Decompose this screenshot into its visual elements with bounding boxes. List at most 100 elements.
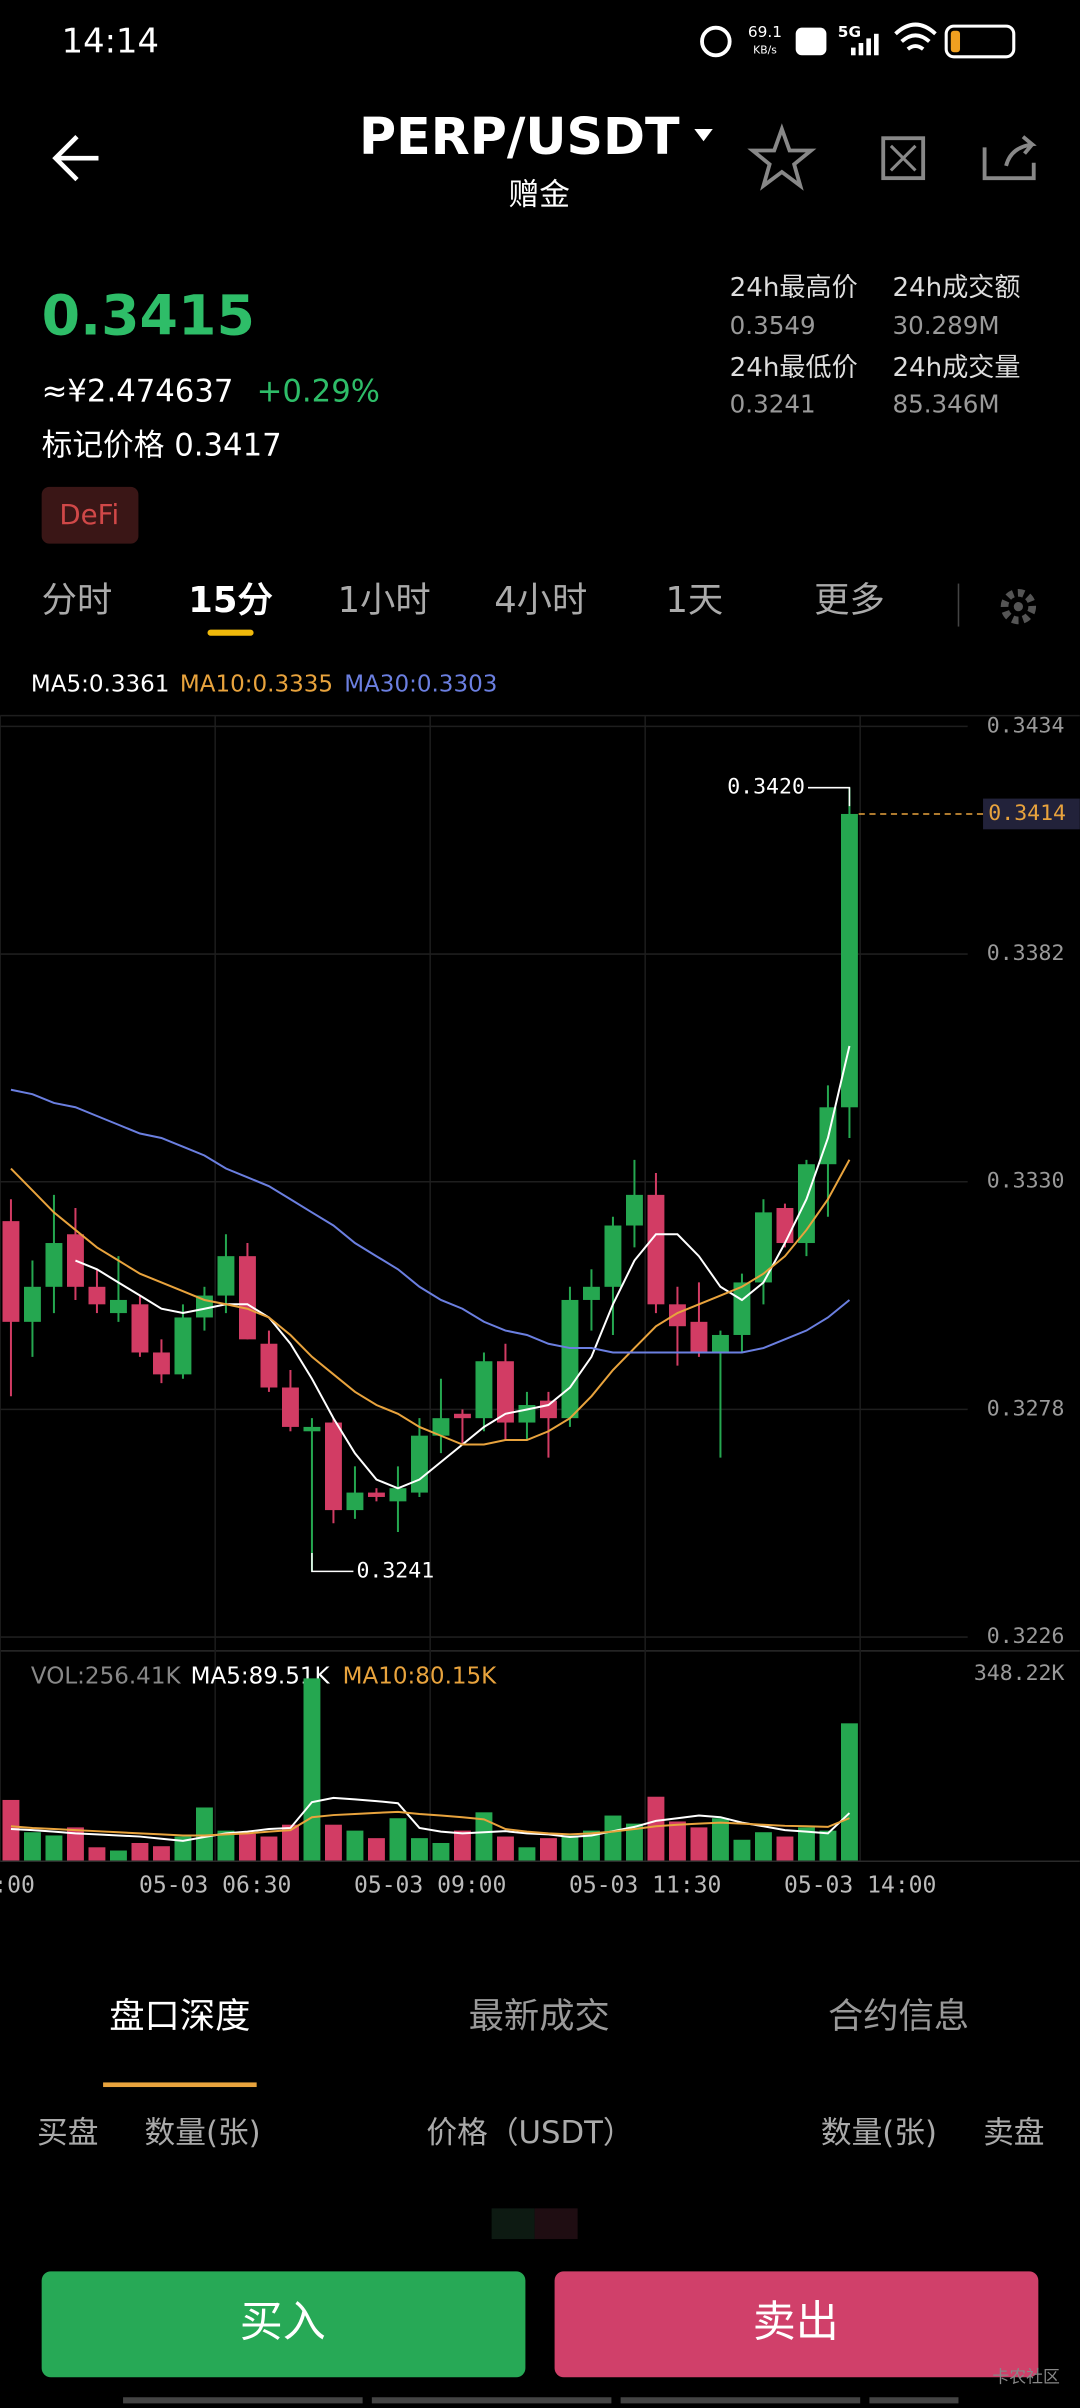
volume-bar [282,1824,299,1862]
interval-tab[interactable]: 15分 [188,580,272,621]
x-tick-label: 04:00 [0,1872,35,1898]
candle-body [690,1321,708,1353]
volume-bar [411,1838,428,1862]
candle-body [411,1435,428,1493]
depth-placeholder [491,2208,535,2240]
volume-bar [389,1818,407,1862]
low-label: 0.3241 [356,1558,434,1583]
tab[interactable]: 最新成交 [469,1996,610,2037]
candle-body [2,1221,20,1322]
settings-button[interactable] [1000,588,1037,625]
sell-label: 卖出 [753,2298,839,2348]
volume-bar [604,1815,622,1862]
alarm-icon [700,25,732,58]
candle-body [669,1304,686,1327]
high-marker [807,786,851,807]
favorite-button[interactable] [747,123,817,191]
buy-button[interactable] [41,2271,526,2378]
interval-tab[interactable]: 更多 [814,580,885,621]
watermark: 卡农社区 [992,2366,1060,2386]
last-price-label: 0.3414 [988,801,1066,826]
candle-body [647,1194,665,1305]
stat-value: 0.3241 [730,389,816,418]
candle-body [131,1304,149,1353]
volume-bar [712,1818,729,1862]
candle-body [712,1334,729,1353]
volume-bar [669,1821,686,1862]
last-price: 0.3415 [42,285,255,349]
sell-button[interactable] [554,2271,1039,2378]
tag-badge [41,486,139,544]
candle-body [260,1343,278,1388]
stat-value: 30.289M [892,311,999,340]
fullscreen-icon [889,144,917,172]
mark-price: 标记价格 0.3417 [42,427,282,463]
tag-text: DeFi [59,498,119,531]
status-time: 14:14 [62,22,159,61]
book-header: 买盘 [37,2115,98,2151]
cny-price: ≈¥2.474637 [42,374,234,410]
candle-body [841,813,858,1108]
fullscreen-button[interactable] [881,136,926,181]
low-marker [311,1552,354,1573]
interval-tab[interactable]: 1小时 [338,580,431,621]
candle-body [174,1317,192,1375]
y-tick-label: 0.3434 [987,713,1065,738]
volume-bar [303,1678,321,1862]
ma-line [10,1796,851,1842]
ma-line [10,1088,851,1354]
x-tick-label: 05-03 06:30 [139,1872,291,1898]
candle-body [755,1212,772,1283]
ma-line [10,1810,850,1837]
volume-bar [561,1835,579,1862]
candle-body [303,1426,321,1432]
volume-bar [755,1832,772,1862]
tab-active[interactable]: 盘口深度 [109,1996,250,2037]
volume-bar [174,1836,192,1862]
candle-body [88,1286,106,1305]
volume-bar [131,1842,149,1862]
volume-bar [432,1842,450,1862]
tab[interactable]: 合约信息 [828,1996,969,2037]
volume-bar [346,1830,364,1862]
volume-bar [647,1796,665,1862]
candle-body [733,1282,751,1335]
candle-body [583,1286,600,1300]
x-tick-label: 05-03 14:00 [784,1872,936,1898]
stat-label: 24h成交量 [892,353,1020,383]
volume-bar [24,1832,41,1862]
candle-body [346,1492,364,1511]
y-tick-label: 0.3278 [987,1396,1065,1421]
network-type: 5G [838,23,861,41]
share-button[interactable] [982,135,1037,181]
x-tick-label: 05-03 09:00 [354,1872,506,1898]
candle-body [282,1387,299,1427]
volume-bar [841,1723,858,1862]
interval-tab[interactable]: 1天 [665,580,723,621]
volume-bar [819,1830,837,1862]
candle-body [540,1400,557,1419]
settings-icon [1013,602,1023,612]
interval-tab[interactable]: 分时 [42,580,113,621]
candle-body [389,1488,407,1502]
volume-bar [217,1830,235,1862]
depth-placeholder [534,2208,578,2240]
signal-icon [850,33,879,56]
interval-tab[interactable]: 4小时 [494,580,587,621]
stat-label: 24h最高价 [730,273,858,303]
candle-body [217,1256,235,1296]
high-label: 0.3420 [727,775,805,800]
stat-value: 85.346M [892,389,999,418]
pair-dropdown[interactable] [694,129,713,142]
pair-title[interactable]: PERP/USDT [359,107,680,166]
buy-label: 买入 [240,2298,326,2348]
wifi-icon [894,22,937,51]
net-speed-unit: KB/s [753,44,777,57]
back-button[interactable] [52,135,99,182]
volume-bar [776,1836,794,1862]
ma-legend: MA30:0.3303 [344,671,497,697]
net-speed: 69.1 [748,23,782,41]
volume-bar [325,1824,342,1862]
stat-label: 24h最低价 [730,353,858,383]
